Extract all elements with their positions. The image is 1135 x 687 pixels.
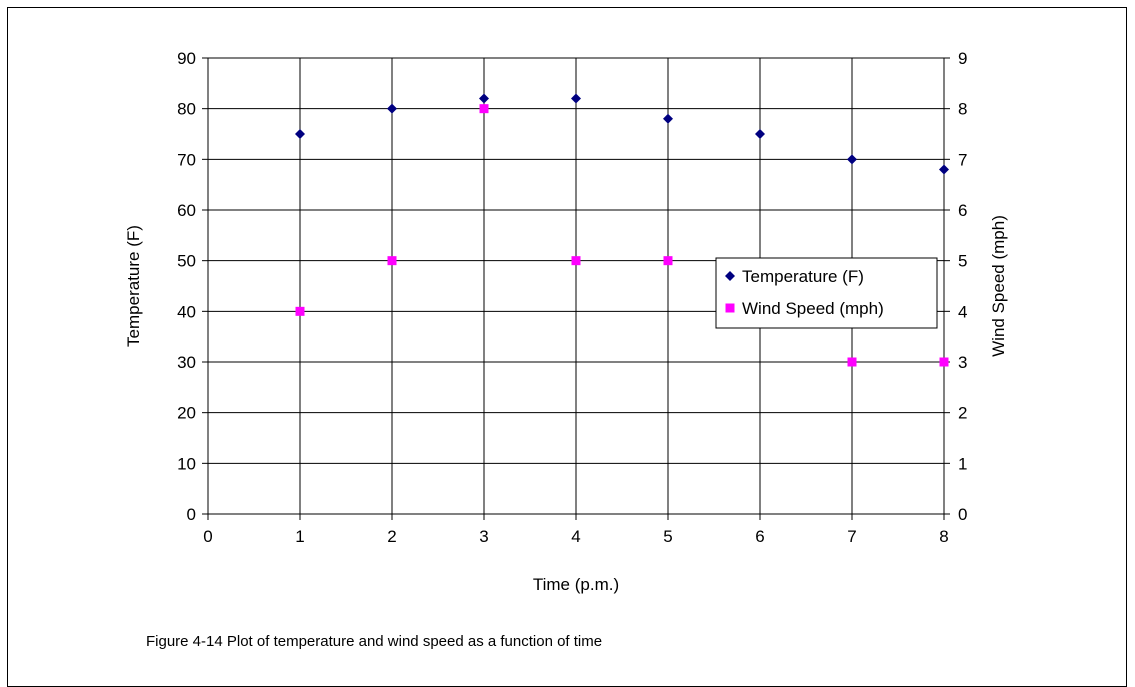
legend-label: Wind Speed (mph) <box>742 299 884 318</box>
y-tick-label: 90 <box>177 49 196 68</box>
y2-axis-title: Wind Speed (mph) <box>989 215 1008 357</box>
y-tick-label: 80 <box>177 100 196 119</box>
y2-tick-label: 6 <box>958 201 967 220</box>
x-tick-label: 5 <box>663 527 672 546</box>
temperature-point <box>571 93 581 104</box>
figure-caption: Figure 4-14 Plot of temperature and wind… <box>146 633 603 650</box>
legend-marker <box>725 303 735 313</box>
y-tick-label: 40 <box>177 302 196 321</box>
wind-speed-point <box>939 357 949 367</box>
wind-speed-point <box>571 256 581 266</box>
x-axis-title: Time (p.m.) <box>533 575 619 594</box>
plot-area-border <box>207 57 945 515</box>
temperature-point <box>847 154 857 165</box>
wind-speed-point <box>847 357 857 367</box>
legend: Temperature (F) Wind Speed (mph) <box>715 257 938 329</box>
temperature-point <box>479 93 489 104</box>
y2-tick-label: 5 <box>958 252 967 271</box>
y2-tick-label: 9 <box>958 49 967 68</box>
x-tick-label: 8 <box>939 527 948 546</box>
legend-marker <box>725 271 735 281</box>
y2-tick-label: 3 <box>958 353 967 372</box>
y-tick-label: 10 <box>177 454 196 473</box>
legend-label: Temperature (F) <box>742 267 864 286</box>
temperature-point <box>295 129 305 139</box>
wind-speed-point <box>663 256 673 266</box>
temperature-point <box>939 164 949 175</box>
wind-speed-point <box>479 104 489 114</box>
y2-tick-label: 7 <box>958 150 967 169</box>
y-tick-label: 30 <box>177 353 196 372</box>
temperature-point <box>387 103 397 114</box>
y-axis-title: Temperature (F) <box>124 225 143 347</box>
temperature-point <box>755 129 765 139</box>
y2-tick-label: 0 <box>958 505 967 524</box>
y-tick-label: 50 <box>177 252 196 271</box>
x-tick-label: 0 <box>203 527 212 546</box>
x-tick-label: 2 <box>387 527 396 546</box>
y2-tick-label: 1 <box>958 454 967 473</box>
y2-tick-label: 4 <box>958 302 967 321</box>
y-tick-label: 60 <box>177 201 196 220</box>
x-tick-label: 1 <box>295 527 304 546</box>
x-tick-label: 6 <box>755 527 764 546</box>
y-tick-label: 70 <box>177 150 196 169</box>
axes <box>202 57 950 520</box>
y-tick-label: 0 <box>187 505 196 524</box>
y2-tick-label: 8 <box>958 100 967 119</box>
x-tick-label: 3 <box>479 527 488 546</box>
y2-tick-label: 2 <box>958 404 967 423</box>
y-tick-label: 20 <box>177 404 196 423</box>
wind-speed-point <box>387 256 397 266</box>
temperature-point <box>663 113 673 124</box>
legend-box <box>715 257 938 329</box>
wind-speed-point <box>295 306 305 316</box>
x-tick-label: 7 <box>847 527 856 546</box>
data-marks <box>295 93 949 367</box>
x-tick-label: 4 <box>571 527 580 546</box>
